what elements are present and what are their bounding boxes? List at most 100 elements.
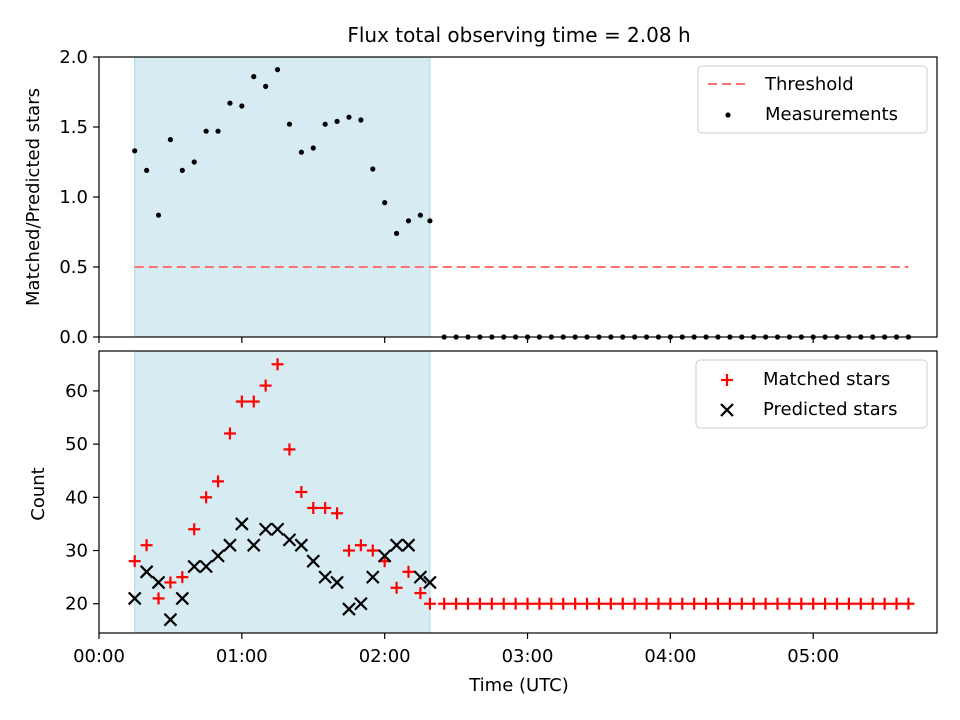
measurement-point <box>227 100 233 106</box>
matched-star-point <box>295 486 308 498</box>
measurement-point <box>310 145 316 151</box>
y-tick-label: 20 <box>65 594 88 615</box>
matched-star-point <box>747 597 760 610</box>
x-axis-label: Time (UTC) <box>468 675 569 696</box>
predicted-star-point <box>139 565 154 579</box>
matched-star-point <box>473 597 486 610</box>
measurement-point <box>144 167 150 173</box>
legend-predicted-swatch <box>720 403 734 417</box>
predicted-star-point <box>246 538 261 552</box>
matched-star-point <box>854 597 867 610</box>
matched-star-point <box>259 379 272 392</box>
predicted-star-point <box>354 596 368 611</box>
measurement-point <box>203 128 209 134</box>
matched-star-point <box>902 597 915 610</box>
matched-star-point <box>176 571 189 584</box>
matched-star-point <box>831 597 844 610</box>
x-tick-label: 03:00 <box>502 646 554 667</box>
predicted-star-point <box>223 538 237 552</box>
predicted-star-point <box>377 549 392 563</box>
ratio-panel: 0.00.51.01.52.0 Matched/Predicted stars … <box>23 47 938 348</box>
matched-star-point <box>283 443 296 456</box>
matched-star-point <box>438 597 451 610</box>
y-tick-label: 2.0 <box>59 47 88 68</box>
matched-star-point <box>450 597 463 610</box>
matched-star-point <box>188 523 201 536</box>
matched-star-point <box>783 597 796 610</box>
y-tick-label: 60 <box>65 381 88 402</box>
measurement-point <box>370 166 376 172</box>
legend-measurements-label: Measurements <box>765 104 898 125</box>
matched-star-point <box>497 597 510 610</box>
measurement-point <box>298 149 304 155</box>
bottom-legend: Matched stars Predicted stars <box>695 359 928 429</box>
predicted-star-point <box>413 570 428 584</box>
matched-star-point <box>342 544 355 557</box>
measurement-point <box>132 148 138 154</box>
matched-star-point <box>509 597 522 610</box>
matched-stars-points <box>128 358 915 610</box>
predicted-star-point <box>151 575 166 590</box>
bottom-x-ticks: 00:00 01:00 02:00 03:00 04:00 05:00 <box>73 633 839 667</box>
matched-star-point <box>414 587 427 600</box>
top-y-ticks: 0.0 0.5 1.0 1.5 2.0 <box>59 47 99 348</box>
legend-measurements-swatch <box>725 112 731 118</box>
predicted-star-point <box>270 522 285 537</box>
matched-star-point <box>462 597 475 610</box>
matched-star-point <box>604 597 617 610</box>
matched-star-point <box>652 597 665 610</box>
measurement-point <box>191 159 197 165</box>
legend-matched-swatch <box>721 374 733 386</box>
predicted-star-point <box>401 538 416 552</box>
matched-star-point <box>423 597 436 610</box>
matched-star-point <box>628 597 641 610</box>
bottom-axes-frame <box>98 350 938 634</box>
matched-star-point <box>581 597 594 610</box>
count-panel: 20 30 40 50 60 00:00 01:00 02:00 03:00 04:00 05:0… <box>28 350 938 696</box>
y-tick-label: 50 <box>65 434 88 455</box>
predicted-star-point <box>423 575 437 590</box>
matched-star-point <box>700 597 713 610</box>
x-tick-label: 04:00 <box>644 646 696 667</box>
chart-title: Flux total observing time = 2.08 h <box>347 23 690 47</box>
measurement-point <box>263 83 269 89</box>
matched-star-point <box>890 597 903 610</box>
x-tick-label: 00:00 <box>73 646 125 667</box>
matched-star-point <box>212 475 225 488</box>
predicted-star-point <box>187 559 202 574</box>
matched-star-point <box>545 597 558 610</box>
bottom-y-axis-label: Count <box>28 467 49 520</box>
matched-star-point <box>152 592 165 605</box>
predicted-star-point <box>211 549 225 563</box>
predicted-star-point <box>199 559 213 574</box>
matched-star-point <box>366 544 379 557</box>
matched-star-point <box>331 507 344 520</box>
matched-star-point <box>723 597 736 610</box>
predicted-star-point <box>342 602 356 616</box>
predicted-star-point <box>235 517 249 531</box>
matched-star-point <box>688 597 701 610</box>
top-x-ticks <box>98 337 814 343</box>
matched-star-point <box>676 597 689 610</box>
measurement-point <box>417 212 423 218</box>
measurement-point <box>239 103 245 109</box>
measurement-point <box>346 114 352 120</box>
measurement-point <box>358 117 364 123</box>
matched-star-point <box>271 358 284 371</box>
measurement-point <box>405 218 412 224</box>
matched-star-point <box>140 539 153 552</box>
measurement-point <box>382 200 388 206</box>
matched-star-point <box>640 597 653 610</box>
matched-star-point <box>807 597 820 610</box>
predicted-star-point <box>294 538 309 552</box>
predicted-star-point <box>282 533 297 547</box>
measurement-point <box>274 67 281 73</box>
matched-star-point <box>592 597 605 610</box>
matched-star-point <box>664 597 677 610</box>
measurement-point <box>155 212 162 218</box>
measurement-point <box>322 121 328 127</box>
matched-star-point <box>128 555 141 568</box>
matched-star-point <box>878 597 891 610</box>
predicted-star-point <box>258 522 273 537</box>
